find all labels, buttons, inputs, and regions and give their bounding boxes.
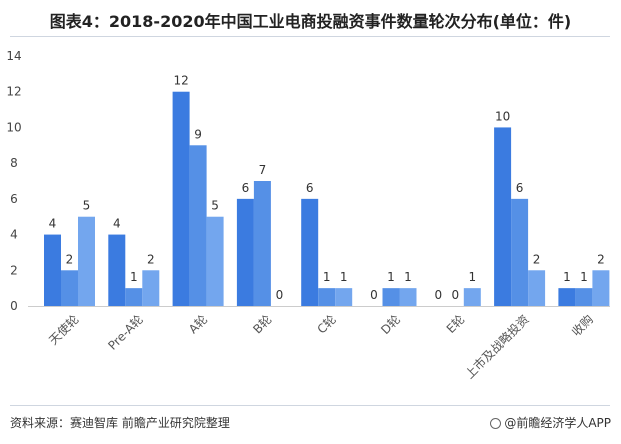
data-label: 1: [468, 270, 476, 284]
bar: [575, 288, 593, 306]
category-label: C轮: [315, 312, 339, 336]
bar: [142, 270, 160, 306]
data-label: 10: [495, 109, 510, 123]
y-tick-label: 14: [6, 49, 21, 63]
bar: [528, 270, 546, 306]
data-label: 1: [387, 270, 395, 284]
bar: [463, 288, 481, 306]
data-label: 1: [323, 270, 331, 284]
y-tick-label: 2: [10, 263, 18, 277]
data-label: 6: [516, 181, 524, 195]
bar: [301, 198, 319, 306]
category-label: 天使轮: [46, 312, 82, 348]
source-note: 资料来源：赛迪智库 前瞻产业研究院整理: [10, 416, 230, 430]
y-tick-label: 4: [10, 228, 18, 242]
bar: [335, 288, 353, 306]
data-label: 1: [563, 270, 571, 284]
y-tick-label: 6: [10, 192, 18, 206]
bar: [399, 288, 417, 306]
footer-divider: [10, 405, 610, 406]
bar: [125, 288, 143, 306]
bar: [494, 127, 512, 306]
bar: [558, 288, 576, 306]
category-label: E轮: [444, 312, 468, 336]
y-tick-label: 12: [6, 85, 21, 99]
chart-title: 图表4：2018-2020年中国工业电商投融资事件数量轮次分布(单位：件): [49, 12, 572, 31]
data-label: 4: [113, 217, 121, 231]
bar: [382, 288, 400, 306]
bar: [206, 216, 224, 306]
category-label: D轮: [378, 312, 403, 337]
data-label: 7: [259, 163, 267, 177]
y-tick-label: 8: [10, 156, 18, 170]
data-label: 6: [242, 181, 250, 195]
bar: [592, 270, 610, 306]
data-label: 1: [580, 270, 588, 284]
data-label: 9: [194, 127, 202, 141]
data-label: 2: [597, 252, 605, 266]
data-label: 2: [147, 252, 155, 266]
data-label: 4: [49, 217, 57, 231]
category-label: B轮: [250, 312, 274, 336]
bar: [61, 270, 78, 306]
title-divider: [10, 36, 610, 37]
category-label: Pre-A轮: [105, 312, 146, 353]
data-label: 6: [306, 181, 314, 195]
brand-credit: @前瞻经济学人APP: [490, 414, 611, 431]
bar: [318, 288, 336, 306]
y-tick-label: 10: [6, 120, 21, 134]
brand-text: @前瞻经济学人APP: [504, 416, 611, 430]
bar: [108, 234, 126, 306]
bar: [78, 216, 95, 306]
data-label: 2: [533, 252, 541, 266]
bar: [189, 145, 207, 306]
data-label: 1: [340, 270, 348, 284]
category-label: A轮: [186, 312, 210, 336]
category-label: 上市及战略投资: [462, 312, 532, 382]
bar: [44, 234, 61, 306]
bar: [236, 198, 254, 306]
data-label: 2: [66, 252, 74, 266]
data-label: 0: [276, 288, 284, 302]
y-tick-label: 0: [10, 299, 18, 313]
data-label: 12: [173, 74, 188, 88]
data-label: 1: [130, 270, 138, 284]
brand-logo-icon: [490, 418, 502, 429]
bar: [511, 198, 529, 306]
data-label: 5: [211, 199, 219, 213]
data-label: 0: [434, 288, 442, 302]
category-label: 收购: [568, 312, 596, 340]
bar: [253, 181, 271, 306]
data-label: 5: [83, 199, 91, 213]
data-label: 1: [404, 270, 412, 284]
data-label: 0: [370, 288, 378, 302]
bar: [172, 91, 190, 306]
data-label: 0: [451, 288, 459, 302]
